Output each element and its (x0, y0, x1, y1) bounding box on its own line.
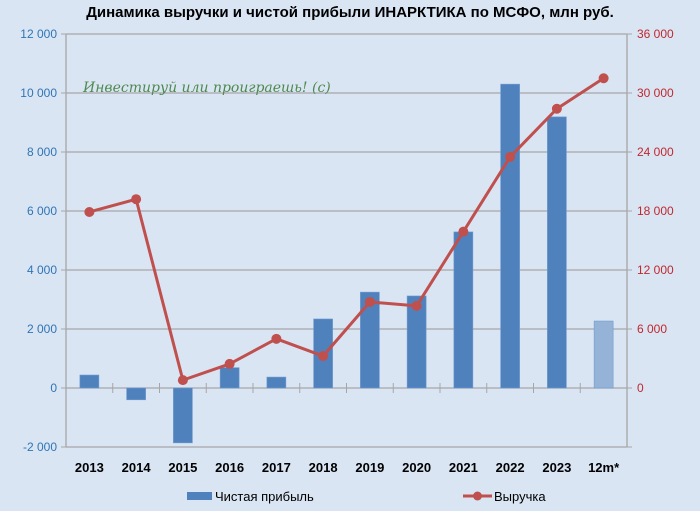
revenue-marker (458, 226, 469, 237)
net-profit-bar (79, 374, 100, 389)
right-axis-tick-label: 24 000 (637, 145, 674, 159)
left-axis-tick-label: 0 (50, 381, 57, 395)
x-axis-category-label: 2015 (168, 460, 197, 475)
revenue-marker (318, 351, 329, 362)
x-axis-category-label: 2020 (402, 460, 431, 475)
revenue-marker (84, 206, 95, 217)
net-profit-bar (453, 231, 474, 389)
x-axis-category-label: 2021 (449, 460, 478, 475)
revenue-marker (551, 103, 562, 114)
x-axis-category-label: 2022 (496, 460, 525, 475)
legend-bar-swatch (187, 492, 212, 500)
right-axis-tick-label: 12 000 (637, 263, 674, 277)
net-profit-bar (219, 367, 240, 389)
legend-label-net-profit: Чистая прибыль (215, 489, 314, 504)
watermark-text: Инвестируй или проиграешь! (с) (82, 80, 331, 96)
x-axis-category-label: 2017 (262, 460, 291, 475)
left-axis-tick-label: 2 000 (27, 322, 57, 336)
net-profit-bar (173, 387, 193, 444)
revenue-marker (177, 375, 188, 386)
net-profit-bar (126, 387, 146, 401)
net-profit-bar (547, 116, 567, 389)
left-axis-tick-label: 8 000 (27, 145, 57, 159)
net-profit-bar (266, 376, 287, 389)
revenue-marker (505, 151, 516, 162)
revenue-marker (271, 333, 282, 344)
right-axis-tick-label: 18 000 (637, 204, 674, 218)
right-axis-tick-label: 6 000 (637, 322, 667, 336)
right-axis-tick-label: 36 000 (637, 27, 674, 41)
chart-title: Динамика выручки и чистой прибыли ИНАРКТ… (86, 4, 614, 21)
left-axis-tick-label: 6 000 (27, 204, 57, 218)
right-axis-tick-label: 0 (637, 381, 644, 395)
left-axis-tick-label: 4 000 (27, 263, 57, 277)
revenue-marker (411, 300, 422, 311)
x-axis-category-label: 2013 (75, 460, 104, 475)
x-axis-category-label: 2023 (542, 460, 571, 475)
left-axis-tick-label: 12 000 (20, 27, 57, 41)
x-axis-category-label: 2016 (215, 460, 244, 475)
net-profit-bar (500, 83, 520, 389)
net-profit-bar (406, 295, 427, 389)
revenue-line (88, 76, 605, 382)
left-axis-tick-label: 10 000 (20, 86, 57, 100)
revenue-marker (224, 358, 235, 369)
x-axis-category-label: 12m* (588, 460, 620, 475)
revenue-marker (131, 194, 142, 205)
x-axis-category-label: 2018 (309, 460, 338, 475)
legend-label-revenue: Выручка (494, 489, 546, 504)
revenue-marker (364, 296, 375, 307)
net-profit-bar (360, 291, 380, 389)
net-profit-bar (593, 320, 614, 389)
x-axis-category-label: 2014 (122, 460, 152, 475)
right-axis-tick-label: 30 000 (637, 86, 674, 100)
x-axis-category-label: 2019 (355, 460, 384, 475)
revenue-marker (598, 73, 609, 84)
left-axis-tick-label: -2 000 (23, 440, 57, 454)
